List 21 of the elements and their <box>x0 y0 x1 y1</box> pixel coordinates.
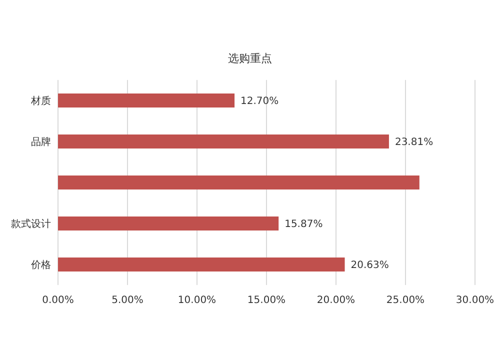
y-tick-label: 材质 <box>30 95 51 107</box>
bar <box>58 216 279 230</box>
bar <box>58 176 420 190</box>
y-tick-label: 品牌 <box>31 136 51 148</box>
y-tick-label: 款式设计 <box>11 218 51 230</box>
data-label: 15.87% <box>284 219 323 230</box>
x-tick-label: 10.00% <box>178 295 216 306</box>
chart-title: 选购重点 <box>228 52 272 65</box>
bar <box>58 258 345 272</box>
x-tick-label: 20.00% <box>316 295 356 306</box>
x-tick-label: 25.00% <box>386 295 425 306</box>
data-label: 12.70% <box>240 96 279 107</box>
x-tick-label: 30.00% <box>456 295 494 306</box>
data-label: 20.63% <box>350 260 389 271</box>
x-tick-label: 5.00% <box>112 295 144 306</box>
data-label: 23.81% <box>394 137 434 148</box>
x-tick-label: 0.00% <box>42 295 74 306</box>
y-tick-label: 价格 <box>30 259 51 271</box>
bar <box>58 134 389 148</box>
x-tick-label: 15.00% <box>247 295 286 306</box>
bar <box>58 94 235 108</box>
